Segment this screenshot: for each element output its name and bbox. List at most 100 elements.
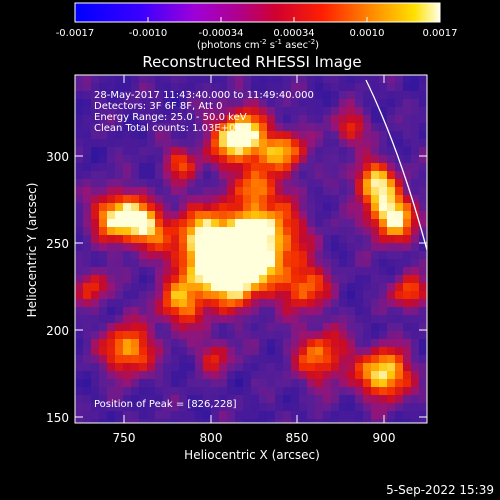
image-pixel bbox=[163, 243, 171, 251]
image-pixel bbox=[187, 251, 195, 259]
image-pixel bbox=[371, 107, 379, 115]
image-pixel bbox=[259, 171, 267, 179]
image-pixel bbox=[75, 419, 83, 423]
image-pixel bbox=[283, 291, 291, 299]
image-pixel bbox=[283, 347, 291, 355]
image-pixel bbox=[75, 163, 83, 171]
image-pixel bbox=[171, 243, 179, 251]
image-pixel bbox=[395, 267, 403, 275]
image-pixel bbox=[123, 195, 131, 203]
image-pixel bbox=[115, 83, 123, 91]
image-pixel bbox=[131, 123, 139, 131]
image-pixel bbox=[403, 419, 411, 423]
image-pixel bbox=[99, 139, 107, 147]
image-pixel bbox=[219, 243, 227, 251]
image-pixel bbox=[171, 195, 179, 203]
image-pixel bbox=[283, 315, 291, 323]
image-pixel bbox=[299, 187, 307, 195]
plot-frame bbox=[74, 74, 428, 424]
image-pixel bbox=[315, 115, 323, 123]
image-pixel bbox=[179, 387, 187, 395]
image-pixel bbox=[411, 363, 419, 371]
image-pixel bbox=[371, 91, 379, 99]
image-pixel bbox=[235, 147, 243, 155]
image-pixel bbox=[227, 203, 235, 211]
image-pixel bbox=[291, 331, 299, 339]
image-pixel bbox=[155, 379, 163, 387]
image-pixel bbox=[155, 155, 163, 163]
image-pixel bbox=[115, 75, 123, 83]
image-pixel bbox=[363, 363, 371, 371]
image-pixel bbox=[275, 307, 283, 315]
image-pixel bbox=[139, 163, 147, 171]
image-pixel bbox=[91, 419, 99, 423]
image-pixel bbox=[211, 227, 219, 235]
image-pixel bbox=[115, 299, 123, 307]
image-pixel bbox=[107, 227, 115, 235]
image-pixel bbox=[227, 323, 235, 331]
image-pixel bbox=[211, 379, 219, 387]
image-pixel bbox=[307, 299, 315, 307]
image-pixel bbox=[403, 307, 411, 315]
image-pixel bbox=[355, 203, 363, 211]
image-pixel bbox=[347, 363, 355, 371]
image-pixel bbox=[131, 403, 139, 411]
image-pixel bbox=[331, 203, 339, 211]
image-pixel bbox=[227, 331, 235, 339]
image-pixel bbox=[219, 155, 227, 163]
image-pixel bbox=[219, 211, 227, 219]
image-pixel bbox=[235, 355, 243, 363]
image-pixel bbox=[371, 411, 379, 419]
image-pixel bbox=[115, 267, 123, 275]
image-pixel bbox=[259, 115, 267, 123]
image-pixel bbox=[187, 395, 195, 403]
image-pixel bbox=[403, 403, 411, 411]
image-pixel bbox=[267, 387, 275, 395]
image-pixel bbox=[371, 179, 379, 187]
image-pixel bbox=[355, 211, 363, 219]
image-pixel bbox=[291, 99, 299, 107]
image-pixel bbox=[75, 179, 83, 187]
image-pixel bbox=[291, 195, 299, 203]
image-pixel bbox=[315, 147, 323, 155]
image-pixel bbox=[283, 155, 291, 163]
image-pixel bbox=[283, 227, 291, 235]
image-pixel bbox=[363, 379, 371, 387]
image-pixel bbox=[83, 339, 91, 347]
image-pixel bbox=[347, 347, 355, 355]
image-pixel bbox=[307, 419, 315, 423]
image-pixel bbox=[243, 123, 251, 131]
image-pixel bbox=[107, 147, 115, 155]
image-pixel bbox=[171, 347, 179, 355]
image-pixel bbox=[403, 275, 411, 283]
image-pixel bbox=[411, 123, 419, 131]
image-pixel bbox=[331, 107, 339, 115]
image-pixel bbox=[235, 131, 243, 139]
image-pixel bbox=[267, 203, 275, 211]
image-pixel bbox=[387, 355, 395, 363]
image-pixel bbox=[387, 315, 395, 323]
image-pixel bbox=[299, 283, 307, 291]
image-pixel bbox=[275, 83, 283, 91]
image-pixel bbox=[387, 75, 395, 83]
image-pixel bbox=[323, 315, 331, 323]
image-pixel bbox=[315, 347, 323, 355]
image-pixel bbox=[323, 235, 331, 243]
image-pixel bbox=[299, 315, 307, 323]
image-pixel bbox=[211, 283, 219, 291]
image-pixel bbox=[339, 323, 347, 331]
image-pixel bbox=[147, 403, 155, 411]
image-pixel bbox=[235, 323, 243, 331]
image-pixel bbox=[75, 251, 83, 259]
image-pixel bbox=[339, 283, 347, 291]
image-pixel bbox=[283, 171, 291, 179]
image-pixel bbox=[203, 75, 211, 83]
image-pixel bbox=[299, 355, 307, 363]
image-pixel bbox=[115, 99, 123, 107]
image-pixel bbox=[147, 91, 155, 99]
image-pixel bbox=[419, 139, 427, 147]
image-pixel bbox=[107, 363, 115, 371]
image-pixel bbox=[403, 395, 411, 403]
image-pixel bbox=[235, 155, 243, 163]
image-pixel bbox=[211, 187, 219, 195]
